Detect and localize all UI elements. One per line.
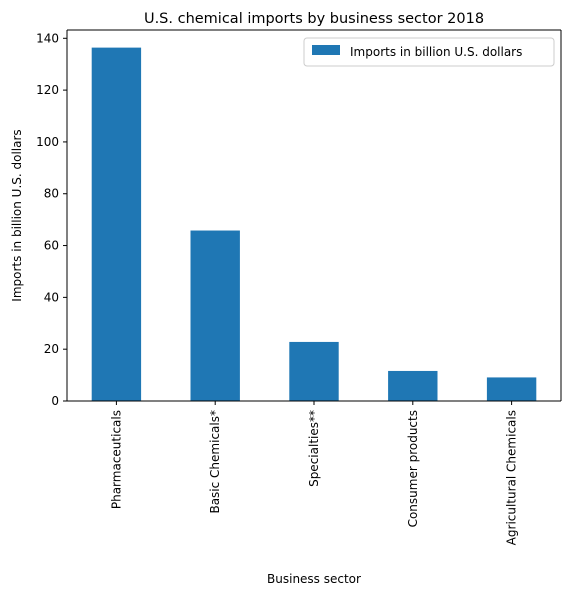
y-tick-label: 0 xyxy=(51,394,59,408)
y-tick-label: 40 xyxy=(44,290,59,304)
y-ticks: 0 20 40 60 80 100 120 140 xyxy=(36,31,67,408)
x-axis-label: Business sector xyxy=(267,572,361,586)
bars-layer xyxy=(92,48,537,401)
x-ticks: Pharmaceuticals Basic Chemicals* Specialti… xyxy=(109,401,518,545)
legend: Imports in billion U.S. dollars xyxy=(304,38,554,66)
y-tick-label: 120 xyxy=(36,83,59,97)
y-tick-label: 60 xyxy=(44,239,59,253)
y-tick-label: 80 xyxy=(44,187,59,201)
legend-swatch xyxy=(312,45,340,55)
bar-1 xyxy=(191,231,240,401)
bar-3 xyxy=(388,371,437,401)
y-tick-label: 140 xyxy=(36,31,59,45)
y-tick-label: 20 xyxy=(44,342,59,356)
chart-title: U.S. chemical imports by business sector… xyxy=(144,11,484,27)
legend-label: Imports in billion U.S. dollars xyxy=(350,45,522,59)
bar-0 xyxy=(92,48,141,401)
x-tick-label: Pharmaceuticals xyxy=(109,410,123,509)
bar-4 xyxy=(487,377,536,401)
x-tick-label: Consumer products xyxy=(406,410,420,527)
y-axis-label: Imports in billion U.S. dollars xyxy=(10,129,24,301)
x-tick-label: Agricultural Chemicals xyxy=(505,410,519,545)
bar-2 xyxy=(289,342,338,401)
x-tick-label: Specialties** xyxy=(307,410,321,487)
y-tick-label: 100 xyxy=(36,135,59,149)
x-tick-label: Basic Chemicals* xyxy=(208,410,222,514)
